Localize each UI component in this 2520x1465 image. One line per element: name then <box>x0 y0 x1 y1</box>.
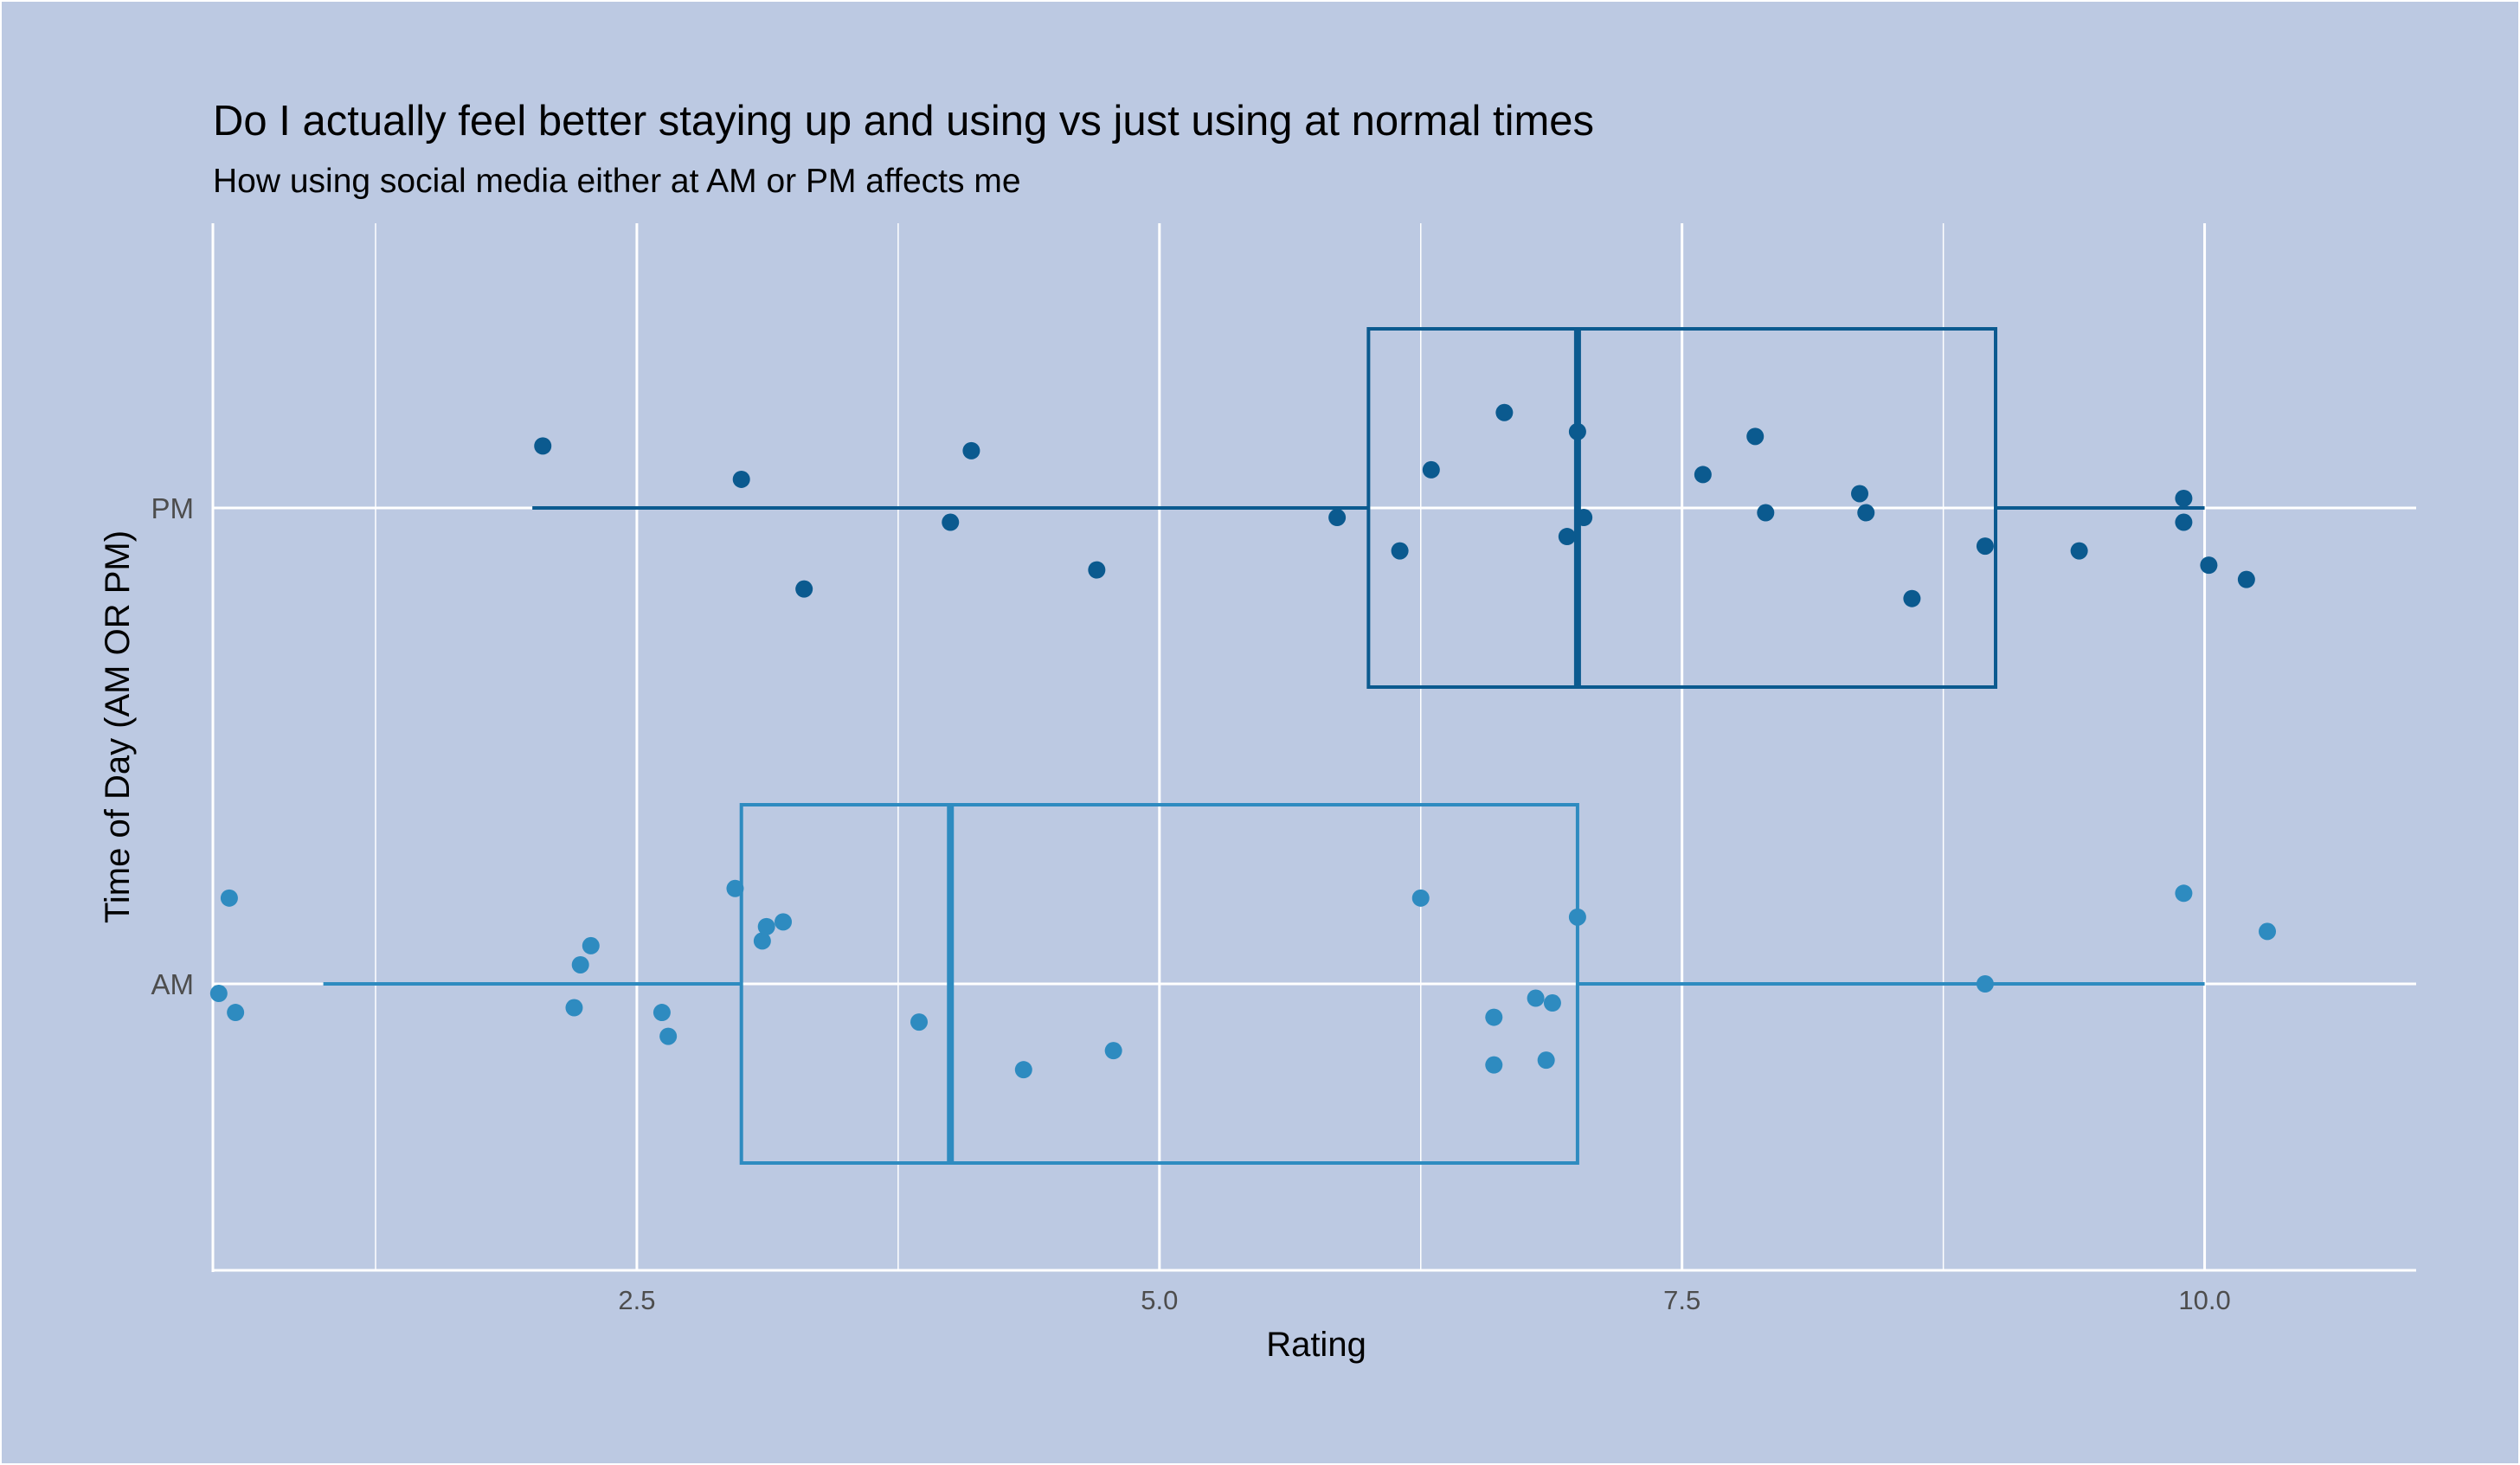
x-tick-label: 7.5 <box>1663 1285 1700 1315</box>
data-point-pm <box>1976 537 1994 556</box>
x-tick-label: 2.5 <box>618 1285 655 1315</box>
data-point-pm <box>2175 513 2193 531</box>
y-axis-title: Time of Day (AM OR PM) <box>99 530 137 923</box>
data-point-am <box>2259 922 2277 941</box>
data-point-pm <box>1746 427 1765 446</box>
data-point-pm <box>2175 489 2193 507</box>
data-point-pm <box>2237 570 2255 588</box>
data-point-am <box>2175 884 2193 903</box>
data-point-am <box>659 1027 678 1045</box>
data-point-pm <box>1391 542 1409 560</box>
data-point-am <box>582 936 600 954</box>
data-point-am <box>753 932 771 950</box>
data-point-am <box>1485 1008 1503 1026</box>
y-tick-label: AM <box>151 968 195 1000</box>
y-tick-label: PM <box>151 492 195 524</box>
data-point-am <box>1485 1056 1503 1074</box>
data-point-am <box>775 913 793 931</box>
data-point-pm <box>1328 509 1347 527</box>
data-point-pm <box>942 513 960 531</box>
data-point-am <box>220 889 238 907</box>
data-point-am <box>1104 1042 1122 1060</box>
data-point-am <box>1976 975 1994 993</box>
data-point-pm <box>2200 556 2218 575</box>
data-point-pm <box>1088 561 1106 579</box>
data-point-am <box>726 879 744 897</box>
tick-labels: 2.5 5.0 7.5 10.0 AM PM <box>151 492 2231 1315</box>
points <box>209 403 2277 1079</box>
axes <box>211 223 2416 1272</box>
data-point-pm <box>1857 504 1875 522</box>
data-point-am <box>1527 989 1545 1007</box>
data-point-pm <box>1558 528 1576 546</box>
chart-title: Do I actually feel better staying up and… <box>213 98 1594 145</box>
x-tick-label: 5.0 <box>1141 1285 1178 1315</box>
data-point-am <box>652 1004 671 1022</box>
x-tick-label: 10.0 <box>2178 1285 2230 1315</box>
data-point-am <box>1014 1061 1032 1079</box>
data-point-pm <box>962 441 980 459</box>
data-point-pm <box>1575 509 1593 527</box>
data-point-am <box>209 985 228 1003</box>
data-point-pm <box>795 580 813 598</box>
data-point-pm <box>1568 422 1586 440</box>
data-point-pm <box>1850 485 1868 503</box>
chart-subtitle: How using social media either at AM or P… <box>213 163 1021 200</box>
data-point-pm <box>2070 542 2088 560</box>
data-point-am <box>227 1004 245 1022</box>
data-point-am <box>1543 994 1561 1012</box>
data-point-am <box>1411 889 1430 907</box>
data-point-pm <box>1495 403 1514 421</box>
data-point-pm <box>1903 589 1921 607</box>
box <box>1366 327 1998 689</box>
data-point-am <box>910 1013 929 1031</box>
boxes <box>323 327 2205 1165</box>
data-point-am <box>1568 908 1586 926</box>
data-point-pm <box>732 470 750 488</box>
data-point-pm <box>534 437 552 455</box>
x-axis-title: Rating <box>1266 1326 1366 1364</box>
data-point-am <box>757 917 775 935</box>
data-point-pm <box>1694 466 1712 484</box>
boxplot-pm <box>532 327 2205 689</box>
data-point-am <box>565 999 583 1017</box>
data-point-pm <box>1757 504 1775 522</box>
data-point-am <box>1537 1051 1555 1070</box>
data-point-am <box>571 955 589 973</box>
boxplot-am <box>323 803 2205 1165</box>
data-point-pm <box>1422 460 1440 479</box>
box <box>739 803 1579 1165</box>
